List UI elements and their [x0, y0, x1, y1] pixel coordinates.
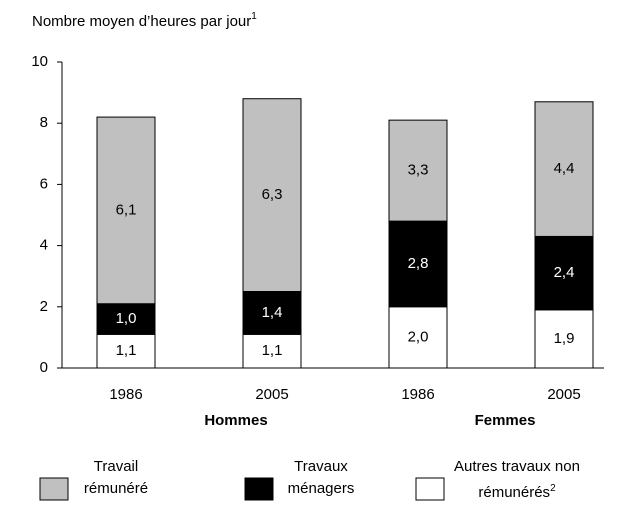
value-label: 2,8 [408, 255, 429, 272]
x-tick-label: 2005 [255, 386, 288, 403]
group-label: Femmes [475, 412, 536, 429]
x-tick-label: 1986 [109, 386, 142, 403]
value-label: 3,3 [408, 162, 429, 179]
value-label: 2,0 [408, 328, 429, 345]
bar-segment [96, 303, 156, 335]
value-label: 6,3 [262, 186, 283, 203]
y-tick-label: 8 [40, 114, 48, 131]
bar-segment [388, 119, 448, 222]
value-label: 2,4 [554, 264, 575, 281]
y-axis-label: Nombre moyen d’heures par jour1 [32, 11, 257, 30]
y-tick-label: 0 [40, 359, 48, 376]
y-label-note: 1 [251, 11, 257, 22]
legend-label: Autres travaux non rémunérés2 [452, 456, 582, 504]
legend-swatch [244, 477, 274, 501]
bar-segment [534, 101, 594, 237]
legend-note: 2 [550, 483, 556, 494]
legend-swatch [415, 477, 445, 501]
value-label: 1,9 [554, 330, 575, 347]
y-tick-label: 6 [40, 175, 48, 192]
y-tick-label: 2 [40, 298, 48, 315]
bar-segment [534, 235, 594, 311]
x-tick-label: 1986 [401, 386, 434, 403]
bar-segment [388, 220, 448, 308]
value-label: 1,0 [116, 310, 137, 327]
bar-segment [534, 309, 594, 369]
y-label-text: Nombre moyen d’heures par jour [32, 13, 251, 30]
bar-segment [242, 98, 302, 292]
legend-text: Autres travaux non rémunérés [454, 458, 580, 501]
legend-label: Travail rémunéré [76, 456, 156, 500]
value-label: 1,4 [262, 304, 283, 321]
legend-swatch [39, 477, 69, 501]
legend-text: Travail rémunéré [83, 458, 149, 497]
value-label: 4,4 [554, 160, 575, 177]
bar-segment [96, 333, 156, 369]
value-label: 1,1 [262, 342, 283, 359]
legend-label: Travaux ménagers [281, 456, 361, 500]
group-label: Hommes [204, 412, 267, 429]
y-tick-label: 10 [31, 53, 48, 70]
bar-segment [242, 291, 302, 335]
bar-segment [96, 116, 156, 305]
y-tick-label: 4 [40, 237, 48, 254]
legend-text: Travaux ménagers [287, 458, 355, 497]
value-label: 1,1 [116, 342, 137, 359]
x-tick-label: 2005 [547, 386, 580, 403]
value-label: 6,1 [116, 201, 137, 218]
